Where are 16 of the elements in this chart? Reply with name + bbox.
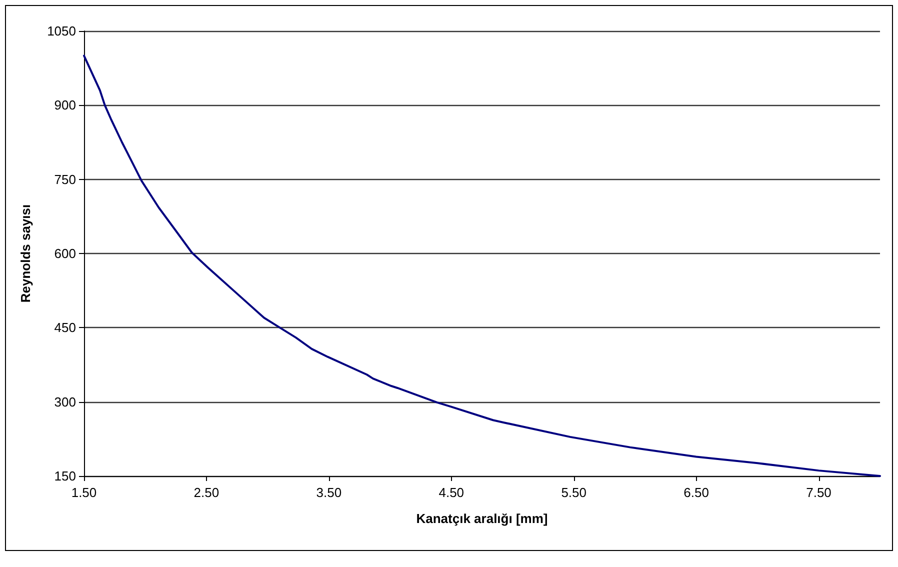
y-tick-label: 900 (54, 98, 76, 113)
x-tick-label: 2.50 (194, 485, 220, 500)
y-axis-title: Reynolds sayısı (18, 204, 33, 303)
x-tick-label: 6.50 (684, 485, 709, 500)
y-tick-label: 450 (54, 320, 76, 336)
y-tick-label: 1050 (47, 24, 76, 38)
y-tick-label: 600 (54, 246, 76, 261)
y-tick-label: 300 (54, 394, 76, 410)
x-tick-label: 3.50 (316, 485, 342, 500)
y-tick-label: 750 (54, 172, 76, 187)
x-tick-label: 4.50 (438, 485, 464, 500)
y-tick-label: 150 (54, 468, 76, 484)
x-axis-title: Kanatçık aralığı [mm] (416, 511, 548, 526)
x-tick-label: 5.50 (561, 485, 586, 500)
x-tick-label: 7.50 (806, 485, 832, 500)
x-tick-label: 1.50 (71, 485, 97, 500)
